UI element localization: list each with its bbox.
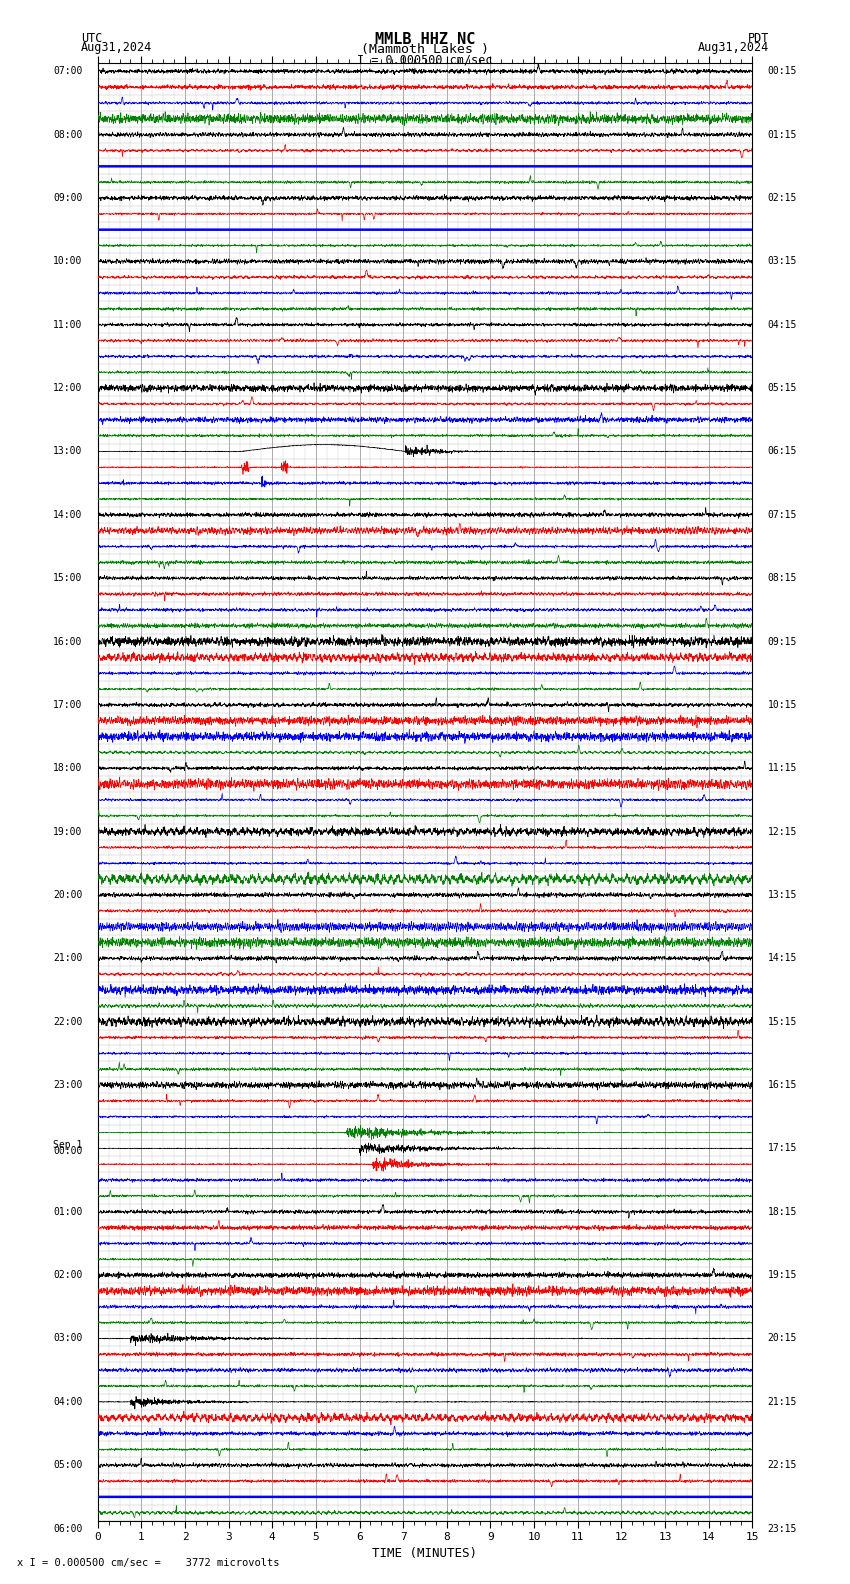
Text: 15:00: 15:00: [53, 573, 82, 583]
Text: 12:15: 12:15: [768, 827, 797, 836]
Text: 12:00: 12:00: [53, 383, 82, 393]
Text: Aug31,2024: Aug31,2024: [698, 41, 769, 54]
Text: 09:15: 09:15: [768, 637, 797, 646]
Text: 08:00: 08:00: [53, 130, 82, 139]
Text: 06:15: 06:15: [768, 447, 797, 456]
Text: 13:15: 13:15: [768, 890, 797, 900]
Text: 17:00: 17:00: [53, 700, 82, 710]
Text: 03:15: 03:15: [768, 257, 797, 266]
Text: 19:15: 19:15: [768, 1270, 797, 1280]
Text: 04:15: 04:15: [768, 320, 797, 329]
Text: 20:00: 20:00: [53, 890, 82, 900]
Text: 20:15: 20:15: [768, 1334, 797, 1343]
Text: 23:00: 23:00: [53, 1080, 82, 1090]
Text: 19:00: 19:00: [53, 827, 82, 836]
Text: 21:00: 21:00: [53, 954, 82, 963]
Text: I = 0.000500 cm/sec: I = 0.000500 cm/sec: [357, 54, 493, 67]
Text: Sep 1: Sep 1: [53, 1140, 82, 1150]
Text: (Mammoth Lakes ): (Mammoth Lakes ): [361, 43, 489, 55]
Text: 05:15: 05:15: [768, 383, 797, 393]
Text: 09:00: 09:00: [53, 193, 82, 203]
Text: 04:00: 04:00: [53, 1397, 82, 1407]
Text: 11:15: 11:15: [768, 763, 797, 773]
Text: 13:00: 13:00: [53, 447, 82, 456]
Text: 18:15: 18:15: [768, 1207, 797, 1217]
Text: 14:15: 14:15: [768, 954, 797, 963]
Text: 14:00: 14:00: [53, 510, 82, 520]
Text: MMLB HHZ NC: MMLB HHZ NC: [375, 32, 475, 46]
Text: 08:15: 08:15: [768, 573, 797, 583]
Text: 03:00: 03:00: [53, 1334, 82, 1343]
Text: 05:00: 05:00: [53, 1460, 82, 1470]
Text: 01:00: 01:00: [53, 1207, 82, 1217]
Text: PDT: PDT: [748, 32, 769, 44]
Text: 17:15: 17:15: [768, 1144, 797, 1153]
Text: 01:15: 01:15: [768, 130, 797, 139]
Text: x I = 0.000500 cm/sec =    3772 microvolts: x I = 0.000500 cm/sec = 3772 microvolts: [17, 1559, 280, 1568]
Text: 00:00: 00:00: [53, 1145, 82, 1156]
Text: 16:15: 16:15: [768, 1080, 797, 1090]
Text: 02:15: 02:15: [768, 193, 797, 203]
Text: 15:15: 15:15: [768, 1017, 797, 1026]
Text: 06:00: 06:00: [53, 1524, 82, 1533]
Text: Aug31,2024: Aug31,2024: [81, 41, 152, 54]
Text: 23:15: 23:15: [768, 1524, 797, 1533]
X-axis label: TIME (MINUTES): TIME (MINUTES): [372, 1546, 478, 1560]
Text: 18:00: 18:00: [53, 763, 82, 773]
Text: 00:15: 00:15: [768, 67, 797, 76]
Text: 16:00: 16:00: [53, 637, 82, 646]
Text: UTC: UTC: [81, 32, 102, 44]
Text: 22:15: 22:15: [768, 1460, 797, 1470]
Text: 07:00: 07:00: [53, 67, 82, 76]
Text: 10:15: 10:15: [768, 700, 797, 710]
Text: 22:00: 22:00: [53, 1017, 82, 1026]
Text: 11:00: 11:00: [53, 320, 82, 329]
Text: 21:15: 21:15: [768, 1397, 797, 1407]
Text: 10:00: 10:00: [53, 257, 82, 266]
Text: 07:15: 07:15: [768, 510, 797, 520]
Text: 02:00: 02:00: [53, 1270, 82, 1280]
